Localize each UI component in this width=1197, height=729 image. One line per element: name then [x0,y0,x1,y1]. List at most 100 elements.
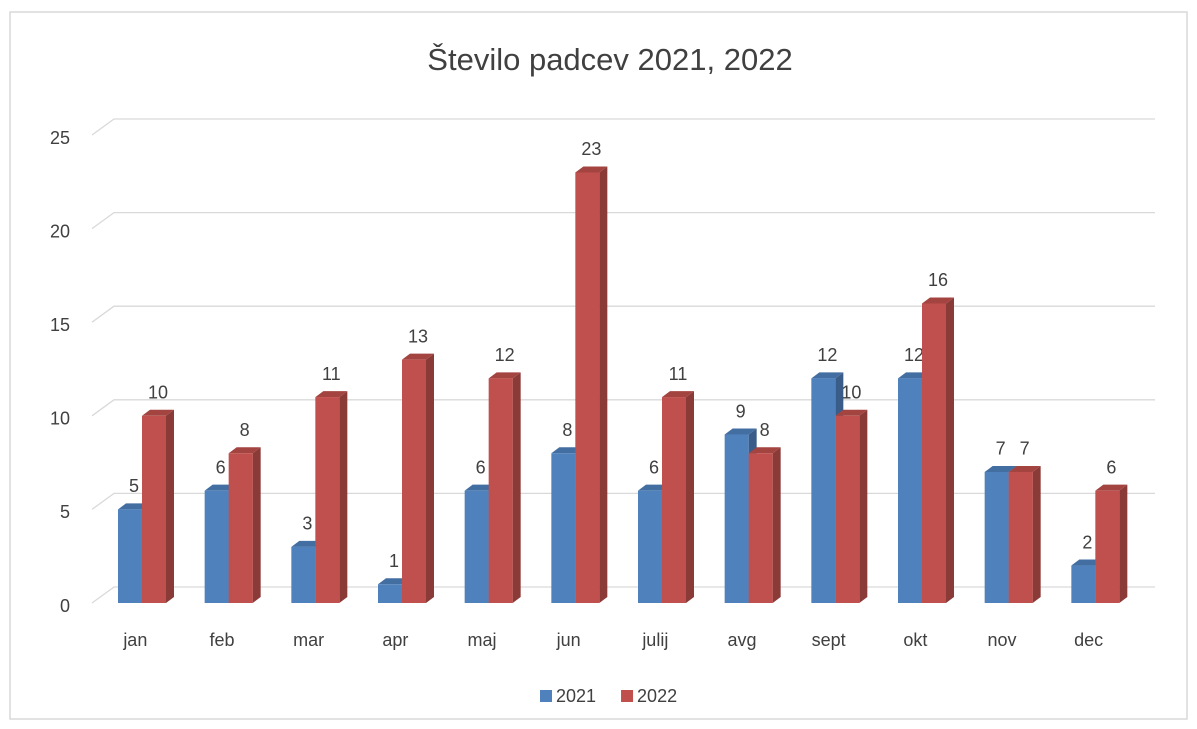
y-tick-label: 15 [50,315,70,335]
bar [662,397,686,603]
data-label: 8 [240,420,250,440]
bar-top [402,353,434,360]
data-label: 8 [760,420,770,440]
bar-group [315,391,348,603]
bar [291,546,316,603]
bar [1071,565,1096,603]
data-label: 6 [216,457,226,477]
bar [1095,490,1120,603]
legend-swatch [621,690,634,702]
bar-top [315,391,348,398]
bar [748,453,773,603]
data-label: 12 [904,345,924,365]
bar-top [748,447,781,454]
data-label: 23 [581,139,601,159]
grid-line [91,305,1155,323]
bar-group [1095,484,1128,603]
data-label: 6 [1106,457,1116,477]
bar-side [1119,484,1128,603]
bar [638,490,662,603]
bar-top [724,428,757,435]
bar-side [426,353,434,603]
data-label: 3 [302,514,312,534]
bar [378,584,402,603]
bar [142,415,166,603]
bar-side [859,409,868,603]
data-label: 10 [841,383,861,403]
data-label: 6 [649,457,659,477]
data-label: 10 [148,383,168,403]
x-tick-label: sept [812,630,846,650]
grid-line [91,399,1155,417]
bar [724,434,749,603]
y-tick-label: 10 [50,409,70,429]
y-tick-label: 20 [50,221,70,241]
bar [984,471,1009,603]
x-tick-label: dec [1074,630,1103,650]
data-label: 1 [389,551,399,571]
data-label: 7 [1020,439,1030,459]
bar-top [575,166,608,173]
x-tick-label: mar [293,630,324,650]
data-label: 8 [562,420,572,440]
data-label: 13 [408,326,428,346]
data-label: 11 [322,364,341,384]
bar [551,453,576,603]
x-tick-label: maj [467,630,496,650]
bar-group [662,391,694,603]
bar [835,415,860,603]
bar-top [984,465,1017,472]
data-label: 6 [476,457,486,477]
x-tick-label: feb [209,630,234,650]
data-label: 9 [736,401,746,421]
y-tick-label: 5 [60,502,70,522]
x-tick-label: apr [382,630,408,650]
bar-side [599,166,608,603]
bar [922,303,946,603]
bar-group [488,372,521,603]
data-label: 2 [1082,532,1092,552]
bar-group [922,297,954,603]
bar [464,490,489,603]
x-tick-label: jan [122,630,147,650]
bar-top [488,372,521,379]
bar-top [1008,465,1041,472]
y-tick-label: 25 [50,128,70,148]
grid-line [91,118,1155,136]
bar-top [922,297,954,304]
bar-group [575,166,608,603]
legend-swatch [540,690,552,702]
bar [315,397,340,603]
bar-group [228,447,261,603]
bar [118,509,142,603]
legend-label: 2022 [637,686,677,706]
bar [204,490,229,603]
bar-top [142,409,174,416]
bar-top [662,391,694,398]
bar-group [835,409,868,603]
x-tick-label: julij [641,630,668,650]
bar [575,172,600,603]
bar-side [772,447,781,603]
y-tick-label: 0 [60,596,70,616]
bar-group [402,353,434,603]
data-label: 5 [129,476,139,496]
bar-side [252,447,261,603]
x-tick-label: nov [987,630,1016,650]
bar [898,378,922,603]
bar-side [946,297,954,603]
bar-side [512,372,521,603]
data-label: 7 [996,439,1006,459]
x-tick-label: avg [727,630,756,650]
x-tick-label: jun [556,630,581,650]
bar [811,378,836,603]
bar [228,453,253,603]
bar-top [835,409,868,416]
data-label: 12 [495,345,515,365]
bar-side [686,391,694,603]
bar-side [1032,465,1041,603]
grid-line [91,492,1155,510]
bar-group [1008,465,1041,603]
bar-side [166,409,174,603]
